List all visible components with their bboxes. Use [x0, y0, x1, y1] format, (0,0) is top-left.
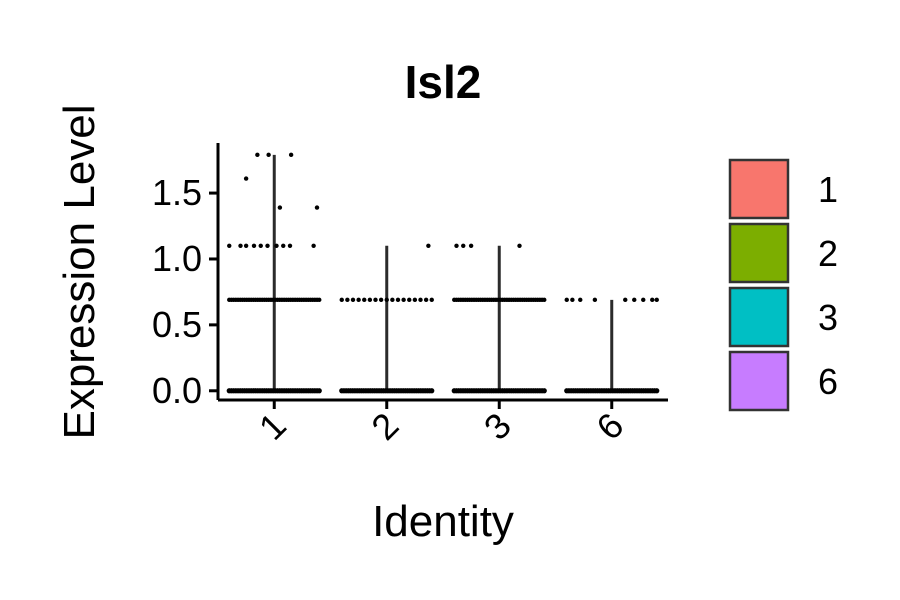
data-point	[356, 297, 361, 303]
data-point	[454, 243, 459, 248]
data-point	[287, 243, 293, 248]
data-point	[274, 243, 279, 248]
data-point	[339, 297, 344, 303]
data-point	[373, 297, 378, 303]
legend-key-3	[728, 286, 790, 348]
data-point	[395, 297, 401, 303]
data-point	[350, 297, 356, 303]
data-point	[468, 243, 474, 248]
data-point	[429, 297, 434, 303]
y-tick-label: 0.5	[152, 304, 202, 345]
y-axis-label: Expression Level	[55, 104, 104, 439]
data-point	[429, 388, 435, 394]
x-tick-label: 3	[476, 405, 519, 448]
data-point	[542, 297, 547, 303]
legend-label: 6	[818, 361, 838, 402]
data-point	[255, 152, 260, 158]
data-point	[311, 243, 316, 248]
data-point	[243, 176, 249, 181]
legend: 1 2 3 6	[728, 158, 838, 412]
data-point	[654, 297, 659, 303]
data-point	[641, 297, 646, 303]
y-tick-label: 1.5	[152, 172, 202, 213]
legend-label: 1	[818, 169, 838, 210]
data-point	[362, 297, 367, 303]
data-point	[632, 297, 637, 303]
data-point	[314, 205, 320, 210]
data-point	[541, 388, 547, 394]
data-point	[238, 243, 243, 248]
chart-title: Isl2	[405, 56, 482, 108]
x-tick-label: 2	[363, 405, 406, 448]
data-point	[592, 297, 598, 303]
legend-label: 3	[818, 297, 838, 338]
data-point	[288, 152, 294, 158]
data-point	[654, 388, 660, 394]
data-point	[265, 243, 270, 248]
data-point	[266, 152, 271, 158]
data-point	[423, 297, 429, 303]
data-point	[650, 297, 655, 303]
data-point	[316, 388, 322, 394]
data-point	[390, 297, 395, 303]
y-tick-label: 0.0	[152, 370, 202, 411]
plot-area: 0.0 0.5 1.0 1.5 1 2 3 6	[152, 143, 668, 448]
data-point	[412, 297, 418, 303]
data-point	[258, 243, 263, 248]
data-point	[623, 297, 628, 303]
data-point	[570, 297, 575, 303]
legend-key-1	[728, 158, 790, 220]
data-point	[251, 243, 257, 248]
data-point	[401, 297, 406, 303]
data-point	[564, 297, 569, 303]
y-tick-label: 1.0	[152, 238, 202, 279]
data-point	[418, 297, 423, 303]
data-point	[517, 243, 522, 248]
data-point	[277, 205, 283, 210]
data-point	[345, 297, 350, 303]
x-axis-label: Identity	[372, 497, 514, 546]
data-point	[384, 297, 389, 303]
legend-key-6	[728, 350, 790, 412]
data-point	[281, 243, 286, 248]
data-point	[578, 297, 583, 303]
legend-key-2	[728, 222, 790, 284]
data-point	[243, 243, 249, 248]
data-point	[367, 297, 373, 303]
data-point	[317, 297, 322, 303]
x-tick-label: 6	[588, 405, 631, 448]
data-point	[378, 297, 384, 303]
data-point	[407, 297, 412, 303]
data-point	[227, 243, 232, 248]
data-point	[461, 243, 466, 248]
legend-label: 2	[818, 233, 838, 274]
data-point	[426, 243, 431, 248]
x-tick-label: 1	[251, 405, 294, 448]
